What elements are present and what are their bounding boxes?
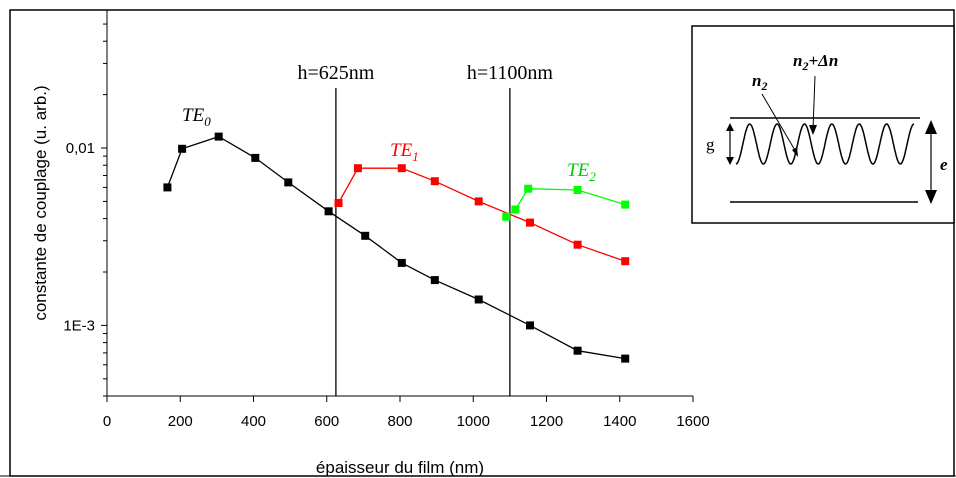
n2-dn-label: n2+Δn: [793, 51, 838, 73]
x-tick-label: 800: [387, 413, 412, 430]
y-ticks: 0,01 1E-3: [63, 9, 107, 397]
inset-frame: [691, 25, 955, 224]
e-label: e: [940, 155, 948, 174]
data-point-te0: [573, 346, 582, 355]
data-point-te2: [524, 184, 533, 193]
x-tick-label: 600: [314, 413, 339, 430]
g-arrow-head-top: [726, 123, 734, 131]
x-tick-label: 0: [103, 413, 111, 430]
data-point-te0: [214, 132, 223, 141]
g-arrow-head-bottom: [726, 157, 734, 165]
data-point-te0: [361, 231, 370, 240]
data-point-te1: [353, 164, 362, 173]
data-point-te1: [397, 164, 406, 173]
data-point-te1: [526, 218, 534, 227]
e-arrow-head-top: [925, 120, 937, 134]
data-point-te0: [526, 321, 534, 330]
data-point-te2: [502, 212, 511, 221]
x-tick-label: 1200: [530, 413, 563, 430]
x-tick-label: 1000: [457, 413, 490, 430]
n2-dn-pointer-head: [809, 125, 817, 135]
data-point-te0: [163, 183, 172, 192]
data-point-te0: [324, 207, 333, 216]
x-tick-label: 400: [241, 413, 266, 430]
series-label-te0: TE0: [182, 105, 211, 129]
n2-pointer-head: [792, 147, 798, 157]
series-layer: [163, 132, 630, 363]
data-point-te1: [334, 199, 343, 207]
series-line-te0: [166, 135, 626, 360]
data-point-te1: [430, 177, 439, 186]
x-ticks: 0 200 400 600 800 1000 1200 1400 1600: [103, 396, 710, 430]
data-point-te0: [430, 276, 439, 285]
g-label: g: [706, 135, 715, 154]
x-tick-label: 200: [168, 413, 193, 430]
inset-wave: [735, 123, 915, 165]
series-label-te1: TE1: [390, 140, 419, 164]
data-point-te0: [397, 258, 406, 267]
data-point-te1: [474, 197, 483, 206]
data-point-te0: [251, 153, 260, 162]
y-axis-title: constante de couplage (u. arb.): [31, 85, 50, 320]
x-tick-label: 1600: [676, 413, 709, 430]
data-point-te1: [621, 257, 630, 266]
data-point-te2: [621, 200, 630, 209]
y-tick-label: 1E-3: [63, 317, 95, 334]
n2-pointer: [761, 93, 797, 153]
x-tick-label: 1400: [603, 413, 636, 430]
series-line-te1: [337, 167, 626, 262]
series-label-te2: TE2: [567, 160, 596, 184]
data-point-te0: [284, 178, 293, 187]
n2-dn-pointer: [812, 75, 816, 131]
data-point-te2: [573, 186, 582, 194]
data-point-te2: [511, 205, 520, 214]
x-axis-title: épaisseur du film (nm): [316, 458, 484, 477]
data-point-te1: [573, 240, 582, 249]
series-line-te2: [505, 188, 626, 218]
y-tick-label: 0,01: [66, 140, 95, 157]
data-point-te0: [178, 144, 187, 153]
annotations: h=625nm h=1100nm: [297, 62, 553, 396]
marker-label: h=1100nm: [467, 62, 554, 84]
data-point-te0: [621, 354, 630, 363]
inset-diagram: g e n2 n2+Δn: [691, 25, 955, 224]
data-point-te0: [474, 295, 483, 304]
n2-label: n2: [752, 71, 767, 93]
e-arrow-head-bottom: [925, 190, 937, 204]
marker-label: h=625nm: [297, 62, 374, 84]
